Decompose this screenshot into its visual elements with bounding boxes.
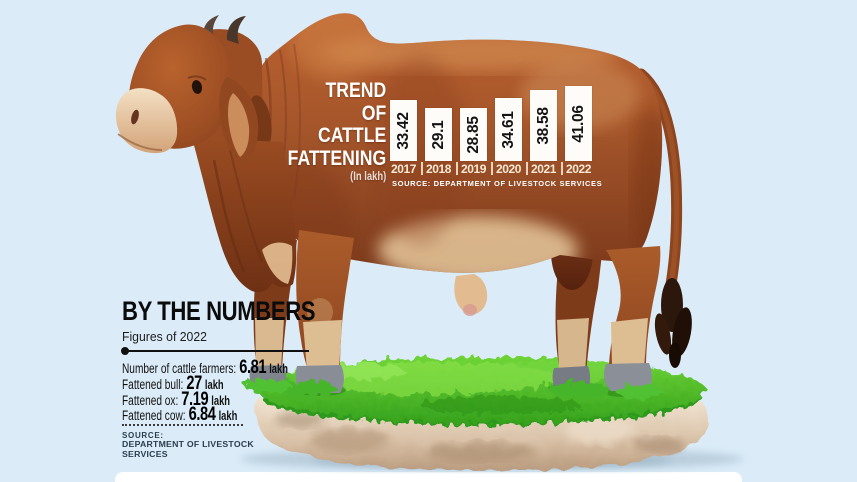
stat-label: Number of cattle farmers:	[122, 361, 237, 376]
bull-tail	[635, 68, 692, 368]
stat-unit: lakh	[218, 409, 238, 424]
bar-value-label: 33.42	[394, 111, 412, 150]
chart-title: TREND OF CATTLE FATTENING (In lakh)	[287, 79, 386, 184]
by-the-numbers-panel: BY THE NUMBERS Figures of 2022 Number of…	[121, 296, 382, 459]
page-card-edge	[115, 472, 742, 482]
bar-value-label: 41.06	[569, 104, 587, 143]
stat-row: Fattened cow: 6.84 lakh	[122, 403, 317, 425]
x-label-2019: 2019	[460, 162, 487, 176]
chart-unit-note: (In lakh)	[349, 171, 386, 183]
chart-title-line: TREND	[325, 78, 386, 102]
year-separator	[560, 162, 563, 175]
panel-source-line: SERVICES	[122, 448, 168, 459]
stat-unit: lakh	[204, 377, 224, 392]
rule-dot	[121, 347, 129, 355]
divider-rule	[121, 347, 309, 355]
bar-2022: 41.06	[565, 86, 592, 161]
stat-row: Fattened ox: 7.19 lakh	[122, 388, 317, 410]
bar-series: 33.42 29.1 28.85 34.61 38.58 41.06	[390, 85, 592, 161]
chart-title-line: FATTENING	[287, 145, 386, 170]
year-separator	[525, 162, 528, 175]
bar-value-label: 28.85	[464, 115, 482, 154]
x-label-2020: 2020	[495, 162, 522, 176]
bar-value-label: 34.61	[499, 110, 517, 149]
bar-value-label: 38.58	[534, 106, 552, 145]
x-label-2021: 2021	[530, 162, 557, 176]
bull-nostril	[131, 109, 139, 125]
bull-eye	[187, 75, 207, 94]
panel-source: SOURCE: DEPARTMENT OF LIVESTOCK SERVICES	[122, 431, 382, 459]
bar-2020: 34.61	[495, 98, 522, 161]
bar-2021: 38.58	[530, 90, 557, 161]
bull-head	[115, 15, 259, 165]
x-label-2017: 2017	[390, 162, 417, 176]
stats-list: Number of cattle farmers: 6.81 lakh Fattene…	[122, 356, 382, 425]
stat-label: Fattened bull:	[122, 376, 184, 392]
grass-mound	[258, 357, 706, 425]
stat-value: 6.81	[239, 356, 267, 378]
year-separator	[490, 162, 493, 175]
stat-unit: lakh	[211, 393, 231, 408]
bull-dewlap	[192, 138, 297, 293]
bull-sheath	[454, 274, 488, 316]
bull-near-rear-leg	[603, 246, 661, 391]
bull-muzzle	[115, 88, 178, 154]
x-label-2022: 2022	[565, 162, 592, 176]
year-separator	[420, 162, 423, 175]
bull-near-ear	[219, 77, 259, 165]
panel-subtitle: Figures of 2022	[122, 329, 207, 344]
bull-horn-2	[226, 16, 246, 44]
chart-title-line: OF	[361, 100, 386, 125]
bar-2018: 29.1	[425, 108, 452, 161]
stat-label: Fattened ox:	[122, 392, 179, 408]
panel-source-label: SOURCE:	[122, 431, 164, 441]
stat-row: Fattened bull: 27 lakh	[122, 372, 317, 394]
bull-mouth	[117, 133, 163, 151]
panel-source-line: DEPARTMENT OF LIVESTOCK	[122, 439, 254, 450]
stat-value: 27	[186, 371, 202, 394]
chart-title-line: CATTLE	[317, 123, 386, 147]
year-separator	[455, 162, 458, 175]
bar-2017: 33.42	[390, 100, 417, 161]
stat-value: 6.84	[188, 403, 216, 426]
stat-label: Fattened cow:	[122, 408, 186, 424]
x-label-2018: 2018	[425, 162, 452, 176]
chart-source: SOURCE: DEPARTMENT OF LIVESTOCK SERVICES	[392, 179, 603, 188]
bar-2019: 28.85	[460, 108, 487, 161]
dotted-divider	[122, 424, 243, 427]
panel-title: BY THE NUMBERS	[122, 296, 316, 326]
stat-value: 7.19	[181, 387, 209, 410]
stat-row: Number of cattle farmers: 6.81 lakh	[122, 356, 317, 378]
x-axis-labels: 2017 2018 2019 2020 2021 2022	[390, 162, 592, 176]
front-grass-tufts	[244, 379, 664, 399]
stat-unit: lakh	[269, 362, 288, 376]
bar-value-label: 29.1	[429, 120, 447, 149]
